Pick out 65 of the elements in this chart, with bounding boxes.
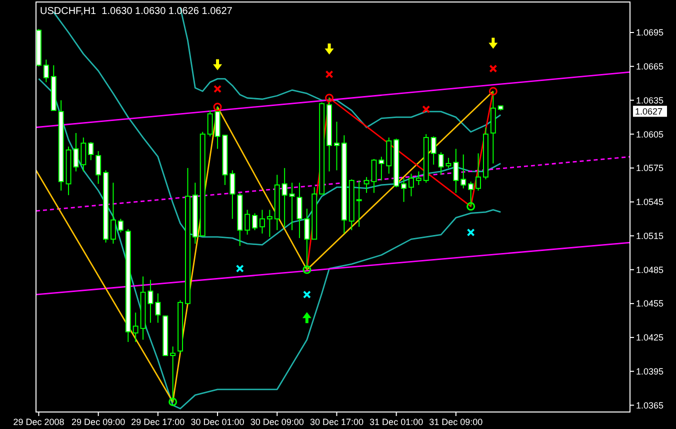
candlestick bbox=[155, 292, 161, 324]
candlestick bbox=[207, 110, 213, 137]
y-tick-label: 1.0515 bbox=[636, 230, 664, 241]
point bbox=[466, 228, 475, 236]
y-tick-label: 1.0635 bbox=[636, 95, 664, 106]
point bbox=[213, 59, 222, 70]
candlestick bbox=[476, 152, 482, 192]
candlestick bbox=[88, 142, 94, 161]
x-tick-label: 31 Dec 01:00 bbox=[370, 417, 424, 427]
point bbox=[489, 64, 498, 73]
candlestick bbox=[401, 178, 407, 202]
candlestick bbox=[378, 156, 384, 181]
y-tick-label: 1.0605 bbox=[636, 129, 664, 140]
candlestick bbox=[430, 136, 436, 166]
candlestick bbox=[296, 182, 302, 239]
point bbox=[236, 264, 244, 273]
x-tick-label: 30 Dec 09:00 bbox=[250, 417, 304, 427]
x-tick-label: 29 Dec 17:00 bbox=[131, 417, 185, 427]
candlestick bbox=[132, 312, 138, 342]
point bbox=[488, 86, 498, 96]
y-tick-label: 1.0425 bbox=[636, 332, 664, 343]
y-tick-label: 1.0545 bbox=[636, 197, 664, 208]
candlestick bbox=[80, 137, 86, 172]
candlestick bbox=[453, 148, 459, 194]
candlestick bbox=[118, 218, 124, 233]
y-tick-label: 1.0695 bbox=[636, 28, 664, 38]
point bbox=[302, 265, 312, 274]
candlestick bbox=[252, 212, 258, 231]
candlestick bbox=[96, 150, 102, 184]
candlestick bbox=[334, 121, 340, 171]
x-tick-label: 30 Dec 01:00 bbox=[190, 417, 244, 427]
candlestick bbox=[259, 209, 265, 234]
point bbox=[214, 84, 222, 93]
y-tick-label: 1.0395 bbox=[636, 366, 664, 376]
candlestick bbox=[110, 182, 116, 244]
x-tick-label: 31 Dec 09:00 bbox=[429, 417, 483, 427]
x-tick-label: 29 Dec 2008 bbox=[13, 417, 64, 427]
y-tick-label: 1.0485 bbox=[636, 264, 664, 275]
candlestick bbox=[230, 170, 236, 220]
y-tick-label: 1.0365 bbox=[636, 400, 664, 410]
candlestick bbox=[416, 170, 422, 186]
point bbox=[488, 38, 498, 49]
candlestick bbox=[408, 173, 414, 197]
point bbox=[324, 43, 334, 54]
y-tick-label: 1.0455 bbox=[636, 298, 664, 309]
point bbox=[325, 94, 334, 102]
text: 1.0627 bbox=[635, 106, 663, 116]
x-tick-label: 29 Dec 09:00 bbox=[72, 417, 126, 427]
candlestick bbox=[282, 168, 288, 228]
candlestick bbox=[244, 209, 250, 236]
point bbox=[302, 312, 312, 324]
candlestick bbox=[356, 180, 362, 228]
y-tick-label: 1.0575 bbox=[636, 163, 664, 174]
point bbox=[422, 105, 430, 114]
point bbox=[168, 398, 178, 406]
y-tick-label: 1.0665 bbox=[636, 62, 664, 72]
candlestick bbox=[266, 209, 272, 238]
candlestick bbox=[289, 182, 295, 231]
point bbox=[213, 102, 222, 112]
point bbox=[325, 70, 334, 78]
candlestick bbox=[43, 59, 49, 83]
point bbox=[302, 290, 311, 299]
x-tick-label: 30 Dec 17:00 bbox=[310, 417, 364, 427]
candlestick bbox=[460, 154, 466, 189]
point bbox=[466, 202, 476, 211]
